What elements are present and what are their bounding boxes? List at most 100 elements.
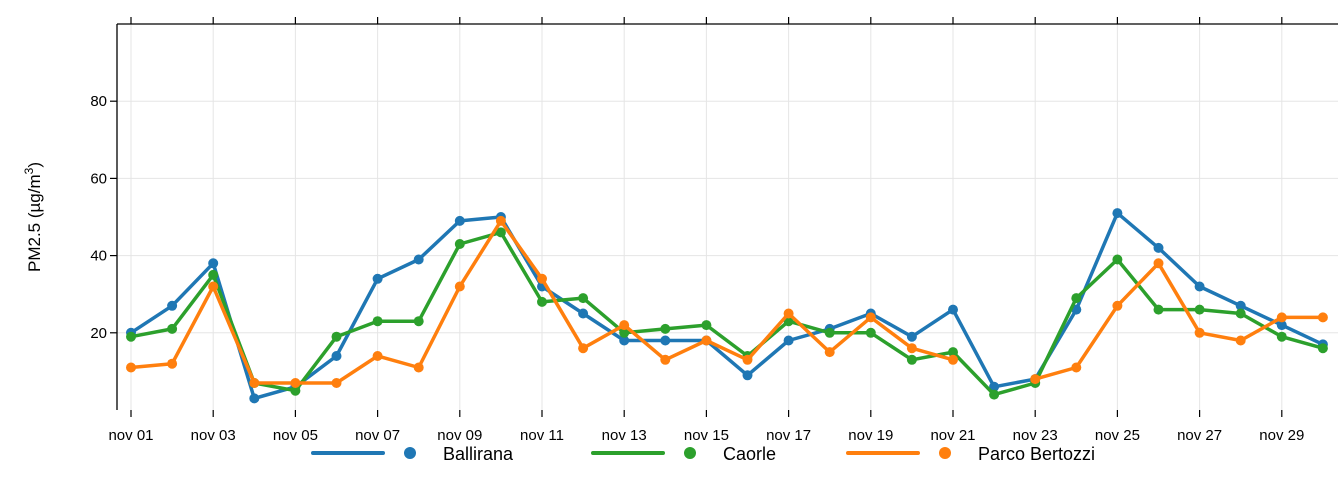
data-point-caorle [660,323,671,334]
data-point-ballirana [1194,281,1205,292]
legend-label: Ballirana [443,444,514,464]
data-point-ballirana [619,335,630,346]
series-line-parco-bertozzi [1033,261,1325,381]
data-point-ballirana [413,254,424,265]
data-point-parco-bertozzi [495,215,506,226]
x-tick-label: nov 15 [684,427,729,444]
data-point-parco-bertozzi [249,378,260,388]
data-point-caorle [454,239,465,249]
x-tick-label: nov 07 [355,427,400,444]
data-point-parco-bertozzi [783,308,794,319]
data-point-parco-bertozzi [619,320,630,331]
data-point-caorle [1276,331,1287,342]
data-point-parco-bertozzi [906,343,917,354]
x-tick-label: nov 01 [108,427,153,444]
data-point-ballirana [454,215,465,226]
data-point-ballirana [742,370,753,381]
data-point-ballirana [783,335,794,346]
data-point-caorle [331,331,342,342]
data-point-parco-bertozzi [1112,300,1123,311]
data-point-ballirana [208,258,219,269]
data-point-caorle [1153,304,1164,315]
data-point-ballirana [1276,320,1287,331]
data-point-parco-bertozzi [413,362,424,373]
data-point-caorle [208,269,219,280]
data-point-caorle [906,354,917,365]
data-point-ballirana [167,300,178,311]
data-point-caorle [537,296,547,307]
data-point-parco-bertozzi [372,351,383,361]
legend: Ballirana Caorle Parco Bertozzi [311,444,1095,464]
y-tick-label: 80 [90,93,107,110]
data-point-parco-bertozzi [1030,374,1041,385]
legend-marker-swatch [684,447,696,459]
y-tick-label: 20 [90,325,107,342]
data-point-parco-bertozzi [578,343,589,354]
data-point-caorle [1194,304,1205,315]
data-point-parco-bertozzi [537,273,547,284]
legend-item-ballirana: Ballirana [311,444,514,464]
data-point-ballirana [249,393,260,404]
data-point-parco-bertozzi [1235,335,1246,346]
data-point-caorle [578,293,589,304]
data-point-caorle [413,316,424,327]
data-point-parco-bertozzi [701,335,712,346]
legend-label: Parco Bertozzi [978,444,1095,464]
data-point-ballirana [660,335,671,346]
legend-marker-swatch [939,447,951,459]
series-layer [126,208,1328,404]
x-tick-label: nov 09 [437,427,482,444]
data-point-caorle [1317,343,1328,354]
data-point-parco-bertozzi [290,378,301,388]
y-axis-title: PM2.5 (µg/m3) [22,162,44,272]
data-point-parco-bertozzi [454,281,465,292]
data-point-caorle [824,327,835,338]
x-axis-ticks: nov 01 nov 03 nov 05 nov 07 nov 09 nov 11 nov … [108,17,1304,444]
x-tick-label: nov 17 [766,427,811,444]
x-tick-label: nov 21 [930,427,975,444]
data-point-parco-bertozzi [1317,312,1328,323]
data-point-parco-bertozzi [1071,362,1082,373]
legend-item-caorle: Caorle [591,444,776,464]
data-point-caorle [1235,308,1246,319]
data-point-caorle [290,385,301,396]
x-tick-label: nov 25 [1095,427,1140,444]
data-point-caorle [948,347,958,358]
data-point-ballirana [331,351,342,361]
data-point-ballirana [1235,300,1246,311]
data-point-parco-bertozzi [1194,327,1205,338]
legend-item-parco-bertozzi: Parco Bertozzi [846,444,1095,464]
data-point-ballirana [1112,208,1123,219]
data-point-caorle [1112,254,1123,265]
x-tick-label: nov 05 [273,427,318,444]
x-tick-label: nov 27 [1177,427,1222,444]
data-point-caorle [372,316,383,327]
data-point-ballirana [989,381,1000,392]
data-point-caorle [701,320,712,331]
data-point-caorle [1071,293,1082,304]
series-parco-bertozzi [126,215,1328,388]
data-point-caorle [495,227,506,238]
data-point-ballirana [578,308,589,319]
y-axis-title-superscript: 3 [22,167,36,174]
data-point-parco-bertozzi [167,358,178,369]
y-axis-title-close: ) [25,162,44,168]
data-point-caorle [126,331,136,342]
data-point-parco-bertozzi [1153,258,1164,269]
data-point-parco-bertozzi [824,347,835,358]
data-point-parco-bertozzi [742,354,753,365]
data-point-parco-bertozzi [660,354,671,365]
data-point-parco-bertozzi [865,312,876,323]
series-line-ballirana [129,211,1325,401]
data-point-caorle [989,389,1000,400]
data-point-ballirana [1153,242,1164,253]
x-tick-label: nov 03 [191,427,236,444]
data-point-parco-bertozzi [126,362,136,373]
x-tick-label: nov 19 [848,427,893,444]
series-caorle [126,227,1328,400]
legend-marker-swatch [404,447,416,459]
legend-label: Caorle [723,444,776,464]
x-tick-label: nov 11 [520,427,564,444]
data-point-parco-bertozzi [1276,312,1287,323]
